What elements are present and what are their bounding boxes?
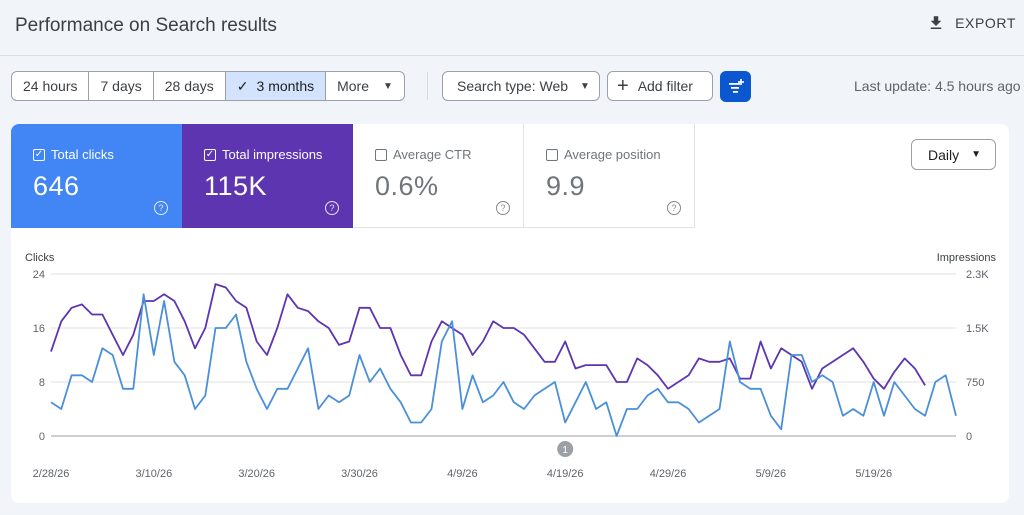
x-tick-label: 2/28/26 [33,468,70,480]
help-icon[interactable]: ? [667,201,681,215]
header: Performance on Search results EXPORT [0,0,1024,56]
performance-chart: 24 2.3K 16 1.5K 8 750 0 0 Clicks Impressions 2/28/… [25,252,997,480]
caret-down-icon: ▼ [383,80,393,92]
search-type-dropdown[interactable]: Search type: Web ▼ [442,71,600,101]
metric-average-ctr[interactable]: Average CTR 0.6% ? [353,124,524,228]
y-tick-left: 24 [33,269,45,281]
y-tick-left: 8 [39,377,45,389]
metric-value: 646 [33,171,80,201]
x-tick-label: 3/30/26 [341,468,378,480]
compare-filter-button[interactable] [720,71,751,102]
x-tick-label: 5/9/26 [756,468,787,480]
plus-icon: + [617,75,629,97]
download-icon [930,16,942,29]
x-tick-label: 4/29/26 [650,468,687,480]
x-tick-label: 4/19/26 [547,468,584,480]
range-3-months[interactable]: ✓ 3 months [225,72,327,100]
caret-down-icon: ▼ [580,80,590,92]
metric-value: 9.9 [546,171,586,201]
x-tick-label: 4/9/26 [447,468,478,480]
y-tick-left: 16 [33,323,45,335]
y-axis-label-right: Impressions [937,252,997,264]
x-tick-label: 5/19/26 [855,468,892,480]
help-icon[interactable]: ? [496,201,510,215]
help-icon[interactable]: ? [154,201,168,215]
caret-down-icon: ▼ [971,149,982,160]
more-ranges-dropdown[interactable]: More ▼ [326,72,404,100]
metric-label-row: ✓ Total clicks [33,147,114,162]
x-tick-label: 3/10/26 [135,468,172,480]
filter-bar: 24 hours 7 days 28 days ✓ 3 months More ▼ … [0,70,1024,102]
granularity-dropdown[interactable]: Daily ▼ [911,139,996,170]
search-type-label: Search type: Web [457,78,569,94]
metric-average-position[interactable]: Average position 9.9 ? [524,124,695,228]
metric-label-row: Average position [546,147,661,162]
metric-label: Total clicks [51,147,114,162]
y-tick-right: 750 [966,377,984,389]
y-axis-label-left: Clicks [25,252,55,264]
metric-label-row: Average CTR [375,147,472,162]
export-label: EXPORT [955,15,1016,31]
checkbox-checked-icon[interactable]: ✓ [204,148,216,161]
last-update-text: Last update: 4.5 hours ago [854,78,1021,94]
y-tick-right: 2.3K [966,269,989,281]
metric-label: Total impressions [222,147,323,162]
y-tick-right: 1.5K [966,323,989,335]
metric-total-clicks[interactable]: ✓ Total clicks 646 ? [11,124,182,228]
metric-value: 0.6% [375,171,439,201]
checkbox-unchecked-icon[interactable] [375,148,387,161]
annotation-label: 1 [562,445,568,456]
performance-card: ✓ Total clicks 646 ? ✓ Total impressions 1… [11,124,1009,503]
metric-label-row: ✓ Total impressions [204,147,322,162]
export-button[interactable]: EXPORT [927,14,1016,32]
series-line-total-impressions [50,283,926,390]
annotation-marker [557,441,574,457]
granularity-label: Daily [928,146,960,163]
more-label: More [337,78,370,94]
range-28-days[interactable]: 28 days [154,72,226,100]
add-filter-button[interactable]: + Add filter [607,71,713,101]
divider [427,72,428,100]
x-tick-label: 3/20/26 [238,468,275,480]
metric-label: Average CTR [393,147,472,162]
check-icon: ✓ [236,77,249,94]
help-icon[interactable]: ? [325,201,339,215]
filter-add-icon [728,78,744,93]
metric-total-impressions[interactable]: ✓ Total impressions 115K ? [182,124,353,228]
checkbox-unchecked-icon[interactable] [546,148,558,161]
metric-label: Average position [564,147,661,162]
range-3-months-label: 3 months [256,78,315,94]
y-tick-left: 0 [39,431,45,443]
page-title: Performance on Search results [15,15,277,36]
range-7-days[interactable]: 7 days [89,72,154,100]
range-24-hours[interactable]: 24 hours [12,72,90,100]
series-line-total-clicks [50,293,957,437]
add-filter-label: Add filter [637,78,693,94]
metric-value: 115K [204,171,268,201]
y-tick-right: 0 [966,431,972,443]
date-range-selector: 24 hours 7 days 28 days ✓ 3 months More ▼ [11,71,405,101]
checkbox-checked-icon[interactable]: ✓ [33,148,45,161]
